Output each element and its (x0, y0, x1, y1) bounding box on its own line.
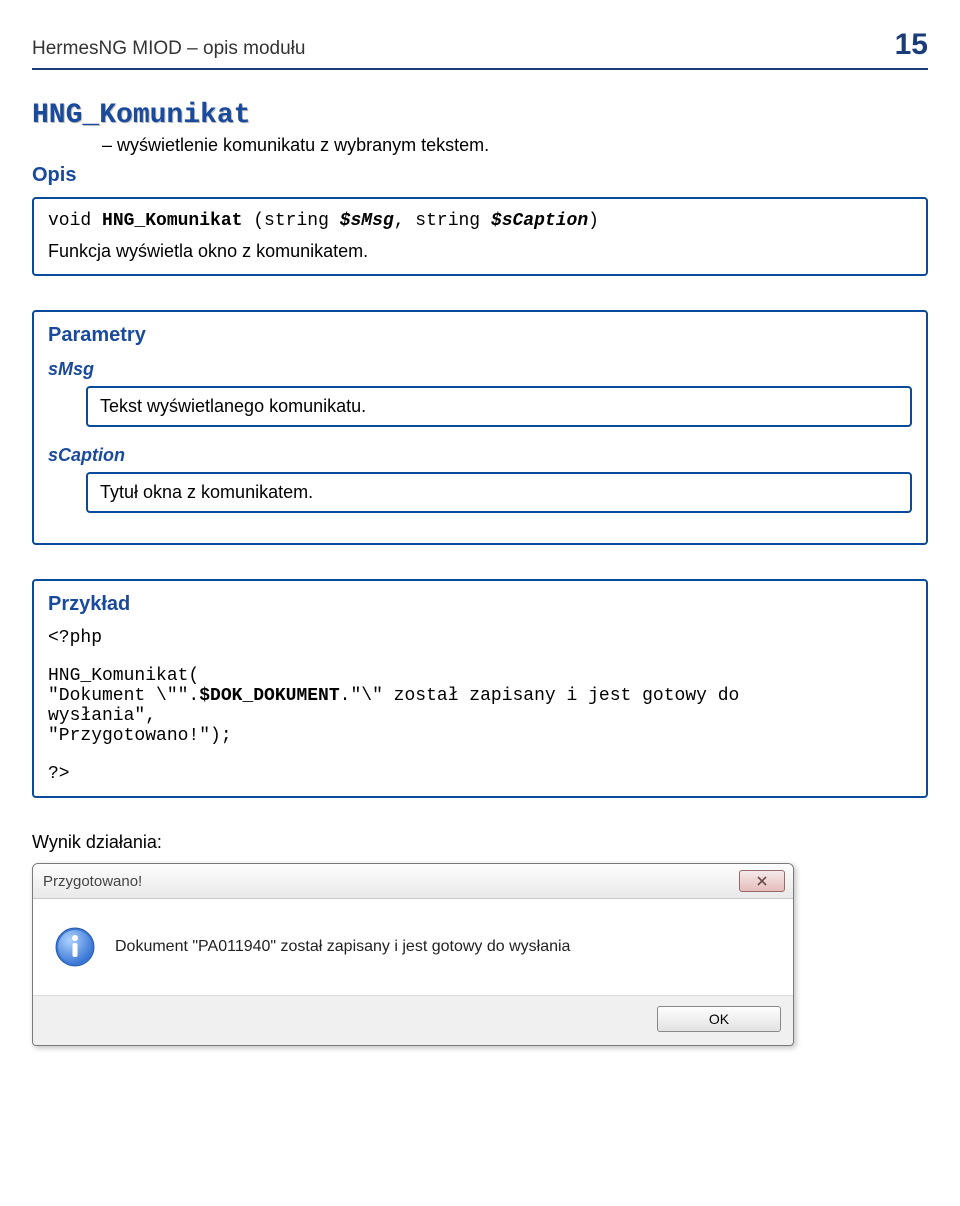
sig-param1: $sMsg (340, 211, 394, 231)
function-description: – wyświetlenie komunikatu z wybranym tek… (102, 135, 928, 156)
result-dialog: Przygotowano! Dokument (32, 863, 794, 1046)
code-line-3: "Dokument \"".$DOK_DOKUMENT."\" został z… (48, 686, 912, 706)
header-title: HermesNG MIOD – opis modułu (32, 38, 305, 60)
dialog-titlebar: Przygotowano! (33, 864, 793, 899)
signature-code: void HNG_Komunikat (string $sMsg, string… (48, 211, 912, 231)
param1-desc: Tekst wyświetlanego komunikatu. (86, 386, 912, 427)
param2-name: sCaption (48, 445, 912, 466)
dialog-body: Dokument "PA011940" został zapisany i je… (33, 899, 793, 996)
sig-void: void (48, 211, 102, 231)
example-code: <?php HNG_Komunikat( "Dokument \"".$DOK_… (48, 628, 912, 784)
code-3c: ."\" został zapisany i jest gotowy do (340, 686, 740, 706)
sig-param2: $sCaption (491, 211, 588, 231)
result-label: Wynik działania: (32, 832, 928, 853)
code-line-4: wysłania", (48, 706, 912, 726)
parameters-box: Parametry sMsg Tekst wyświetlanego komun… (32, 310, 928, 545)
parameters-heading: Parametry (48, 324, 912, 347)
code-line-2: HNG_Komunikat( (48, 666, 912, 686)
x-glyph (755, 875, 769, 887)
example-box: Przykład <?php HNG_Komunikat( "Dokument … (32, 579, 928, 798)
info-icon (53, 925, 97, 969)
code-3a: "Dokument \"". (48, 686, 199, 706)
signature-box: void HNG_Komunikat (string $sMsg, string… (32, 197, 928, 276)
sig-sep: , string (394, 211, 491, 231)
code-line-5: "Przygotowano!"); (48, 726, 912, 746)
opis-label: Opis (32, 164, 928, 187)
code-line-1: <?php (48, 628, 912, 648)
function-name: HNG_Komunikat (32, 100, 928, 131)
signature-subtext: Funkcja wyświetla okno z komunikatem. (48, 241, 912, 262)
dialog-message: Dokument "PA011940" został zapisany i je… (115, 938, 570, 956)
header-page-number: 15 (895, 28, 928, 62)
page-header: HermesNG MIOD – opis modułu 15 (32, 28, 928, 70)
code-line-6: ?> (48, 764, 912, 784)
dialog-title-text: Przygotowano! (43, 873, 142, 890)
example-heading: Przykład (48, 593, 912, 616)
param1-name: sMsg (48, 359, 912, 380)
ok-button[interactable]: OK (657, 1006, 781, 1032)
sig-mid: (string (242, 211, 339, 231)
sig-end: ) (588, 211, 599, 231)
param2-desc: Tytuł okna z komunikatem. (86, 472, 912, 513)
sig-fn-name: HNG_Komunikat (102, 211, 242, 231)
dialog-footer: OK (33, 996, 793, 1042)
code-3b: $DOK_DOKUMENT (199, 686, 339, 706)
close-icon[interactable] (739, 870, 785, 892)
